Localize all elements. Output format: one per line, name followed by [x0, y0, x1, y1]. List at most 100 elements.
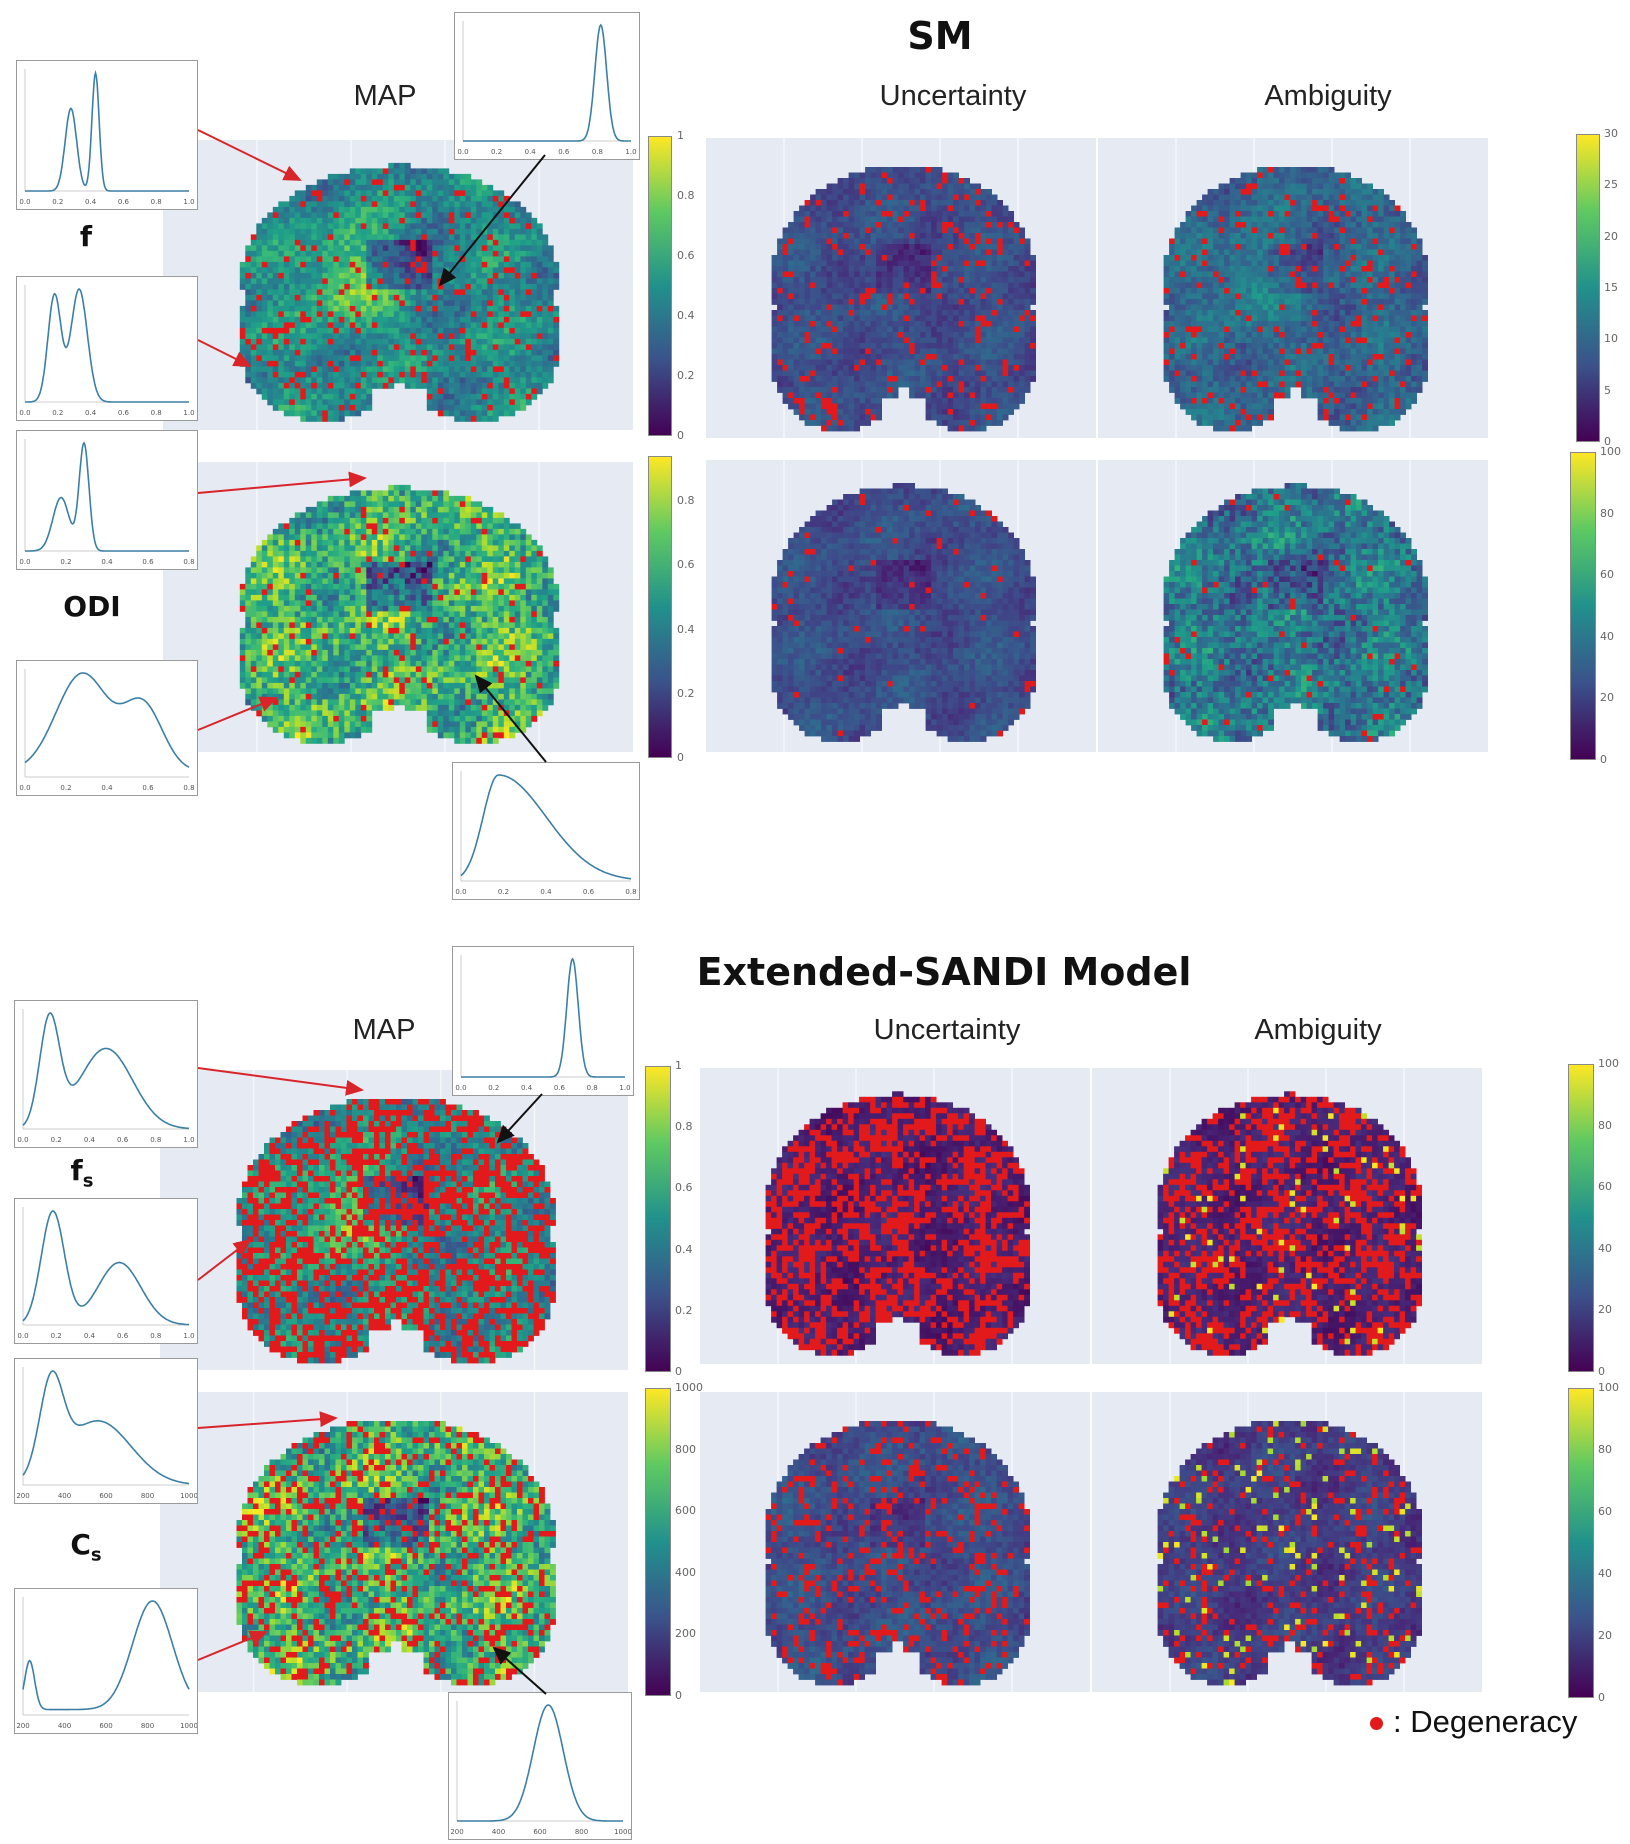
colorbar-tick: 5 [1604, 384, 1611, 397]
degeneracy-legend: : Degeneracy [1370, 1704, 1577, 1740]
uncertainty-column-title: Uncertainty [880, 80, 1027, 113]
ambiguity-column-title: Ambiguity [1264, 80, 1391, 113]
sm-f-hist-map: 0.0 0.2 0.4 0.6 0.8 1.0 [454, 12, 640, 160]
hist-tick-label: 1000 [180, 1722, 197, 1730]
row-label-f: f [80, 220, 92, 253]
hist-tick-label: 0.2 [488, 1084, 499, 1092]
hist-tick-label: 0.8 [183, 558, 194, 566]
colorbar-tick: 1000 [675, 1381, 703, 1394]
map-column-title-2: MAP [353, 1014, 416, 1047]
colorbar-tick: 1 [677, 129, 684, 142]
hist-tick-label: 0.0 [455, 1084, 466, 1092]
density-curve [22, 1600, 190, 1711]
hist-tick-label: 0.2 [498, 888, 509, 896]
esandi-cs-hist-bottom: 200 400 600 800 1000 [14, 1588, 198, 1734]
hist-tick-label: 0.2 [51, 1136, 62, 1144]
hist-tick-label: 1000 [180, 1492, 197, 1500]
hist-tick-label: 200 [16, 1722, 29, 1730]
colorbar-tick: 80 [1600, 507, 1614, 520]
hist-tick-label: 800 [141, 1722, 154, 1730]
esandi-fs-hist-map: 0.0 0.2 0.4 0.6 0.8 1.0 [452, 946, 634, 1096]
hist-tick-label: 0.8 [587, 1084, 598, 1092]
colorbar-tick: 20 [1600, 691, 1614, 704]
hist-tick-label: 0.8 [592, 148, 603, 156]
esandi-cs-uncertainty-panel [700, 1392, 1090, 1692]
esandi-cs-hist-top: 200 400 600 800 1000 [14, 1358, 198, 1504]
hist-tick-label: 0.8 [625, 888, 636, 896]
sm-f-map-colorbar [648, 136, 672, 436]
sm-f-map-panel [163, 140, 633, 430]
colorbar-tick: 0.6 [675, 1181, 693, 1194]
colorbar-tick: 0.2 [677, 369, 695, 382]
colorbar-tick: 0.8 [677, 494, 695, 507]
colorbar-tick: 30 [1604, 127, 1618, 140]
colorbar-tick: 0 [675, 1365, 682, 1378]
map-column-title: MAP [354, 80, 417, 113]
colorbar-tick: 0.8 [675, 1120, 693, 1133]
hist-tick-label: 1000 [614, 1828, 631, 1836]
colorbar-tick: 0 [1600, 753, 1607, 766]
colorbar-tick: 600 [675, 1504, 696, 1517]
hist-tick-label: 200 [16, 1492, 29, 1500]
hist-tick-label: 1.0 [183, 198, 194, 206]
hist-tick-label: 600 [533, 1828, 546, 1836]
degeneracy-dot-icon [1370, 1717, 1383, 1731]
esandi-fs-map-panel [160, 1070, 628, 1370]
hist-tick-label: 0.0 [19, 784, 30, 792]
hist-tick-label: 0.2 [60, 784, 71, 792]
sm-f-ua-colorbar [1576, 134, 1600, 442]
hist-tick-label: 0.6 [558, 148, 570, 156]
density-curve [22, 1012, 190, 1130]
sm-odi-hist-map: 0.0 0.2 0.4 0.6 0.8 [452, 762, 640, 900]
hist-tick-label: 0.4 [84, 1332, 96, 1340]
hist-tick-label: 200 [450, 1828, 463, 1836]
colorbar-tick: 10 [1604, 332, 1618, 345]
density-curve [25, 288, 189, 403]
colorbar-tick: 80 [1598, 1443, 1612, 1456]
colorbar-tick: 0 [675, 1689, 682, 1702]
hist-tick-label: 600 [99, 1492, 112, 1500]
colorbar-tick: 40 [1598, 1242, 1612, 1255]
hist-tick-label: 0.0 [455, 888, 466, 896]
colorbar-tick: 0.4 [677, 309, 695, 322]
hist-tick-label: 0.6 [554, 1084, 566, 1092]
density-curve [22, 1210, 190, 1326]
hist-tick-label: 0.8 [150, 1136, 161, 1144]
colorbar-tick: 0.6 [677, 249, 695, 262]
section-title-sm: SM [907, 14, 972, 58]
hist-tick-label: 0.6 [142, 784, 154, 792]
colorbar-tick: 0 [1604, 435, 1611, 448]
esandi-fs-uncertainty-panel [700, 1068, 1090, 1364]
hist-tick-label: 0.0 [17, 1332, 28, 1340]
colorbar-tick: 0.6 [677, 558, 695, 571]
esandi-fs-hist-bottom: 0.0 0.2 0.4 0.6 0.8 1.0 [14, 1198, 198, 1344]
colorbar-tick: 100 [1598, 1381, 1619, 1394]
sm-odi-map-colorbar [648, 456, 672, 758]
hist-tick-label: 0.6 [118, 198, 130, 206]
density-curve [24, 672, 190, 768]
sm-odi-map-panel [163, 462, 633, 752]
hist-tick-label: 0.2 [491, 148, 502, 156]
colorbar-tick: 0 [1598, 1691, 1605, 1704]
hist-tick-label: 600 [99, 1722, 112, 1730]
row-label-fs: fs [71, 1154, 94, 1192]
colorbar-tick: 0.2 [677, 687, 695, 700]
esandi-cs-ambiguity-panel [1092, 1392, 1482, 1692]
hist-tick-label: 0.4 [85, 198, 97, 206]
hist-tick-label: 0.6 [142, 558, 154, 566]
hist-tick-label: 1.0 [625, 148, 636, 156]
ambiguity-column-title-2: Ambiguity [1254, 1014, 1381, 1047]
colorbar-tick: 800 [675, 1443, 696, 1456]
hist-tick-label: 0.8 [183, 784, 194, 792]
density-curve [461, 957, 625, 1078]
colorbar-tick: 100 [1600, 445, 1621, 458]
sm-odi-hist-top: 0.0 0.2 0.4 0.6 0.8 [16, 430, 198, 570]
hist-tick-label: 400 [58, 1492, 71, 1500]
hist-tick-label: 800 [141, 1492, 154, 1500]
hist-tick-label: 0.0 [19, 558, 30, 566]
hist-tick-label: 0.8 [150, 1332, 161, 1340]
colorbar-tick: 60 [1598, 1505, 1612, 1518]
sm-f-hist-bottom: 0.0 0.2 0.4 0.6 0.8 1.0 [16, 276, 198, 421]
hist-tick-label: 0.4 [101, 784, 113, 792]
colorbar-tick: 25 [1604, 178, 1618, 191]
